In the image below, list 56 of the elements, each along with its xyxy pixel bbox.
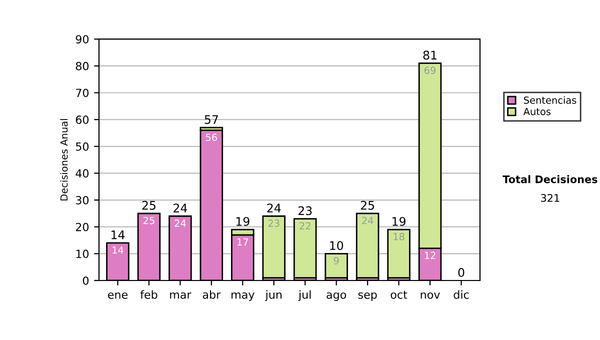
y-axis-title: Decisiones Anual (60, 119, 68, 200)
data-label: 24 (362, 216, 374, 224)
data-label: 24 (174, 220, 186, 227)
x-tick-label: oct (390, 290, 408, 299)
x-tick-label: dic (454, 290, 469, 299)
x-tick-label: abr (202, 290, 221, 299)
y-tick-label: 0 (82, 276, 89, 285)
data-label: 25 (143, 216, 154, 224)
x-tick-label: ene (108, 292, 128, 299)
total-label: 25 (142, 200, 156, 210)
y-tick-label: 50 (76, 142, 89, 151)
bar (293, 218, 317, 279)
text: 321 (541, 194, 560, 202)
x-tick-label: sep (358, 292, 377, 301)
data-label: 17 (238, 238, 248, 246)
total-label: 81 (423, 50, 436, 60)
total-label: 0 (458, 268, 464, 277)
y-tick-label: 90 (76, 35, 89, 44)
total-label: 10 (330, 241, 344, 250)
x-tick-label: jun (265, 290, 282, 301)
bar (356, 212, 380, 279)
y-tick-label: 60 (76, 116, 89, 124)
text: Total Decisiones (502, 175, 598, 184)
x-tick-label: mar (170, 292, 192, 299)
data-label: 23 (268, 220, 280, 227)
x-tick-label: may (232, 292, 254, 301)
data-label: 18 (394, 232, 404, 240)
total-label: 24 (174, 204, 188, 212)
data-label: 56 (206, 134, 217, 142)
y-tick-label: 20 (76, 222, 89, 232)
x-tick-label: feb (140, 290, 158, 299)
total-label: 23 (298, 206, 312, 216)
legend-label: Sentencias (524, 96, 576, 104)
total-label: 25 (360, 200, 374, 210)
total-label: 24 (267, 204, 281, 212)
data-label: 12 (424, 252, 436, 259)
bar (387, 228, 410, 279)
bar (262, 215, 286, 279)
data-label: 69 (424, 66, 436, 74)
total-label: 19 (392, 216, 406, 226)
bar (324, 252, 348, 279)
data-label: 14 (112, 246, 124, 254)
y-tick-label: 80 (76, 62, 89, 70)
y-tick-label: 10 (76, 250, 89, 258)
data-label: 9 (334, 257, 339, 264)
x-tick-label: nov (420, 292, 440, 299)
y-tick-label: 70 (76, 88, 89, 98)
total-label: 19 (236, 216, 250, 226)
legend-label: Autos (523, 108, 551, 116)
x-tick-label: jul (298, 290, 311, 301)
y-tick-label: 30 (76, 196, 89, 204)
y-tick-label: 40 (76, 169, 89, 178)
total-label: 57 (204, 115, 218, 124)
data-label: 22 (300, 222, 310, 230)
total-label: 14 (112, 230, 125, 240)
x-tick-label: ago (326, 292, 346, 301)
